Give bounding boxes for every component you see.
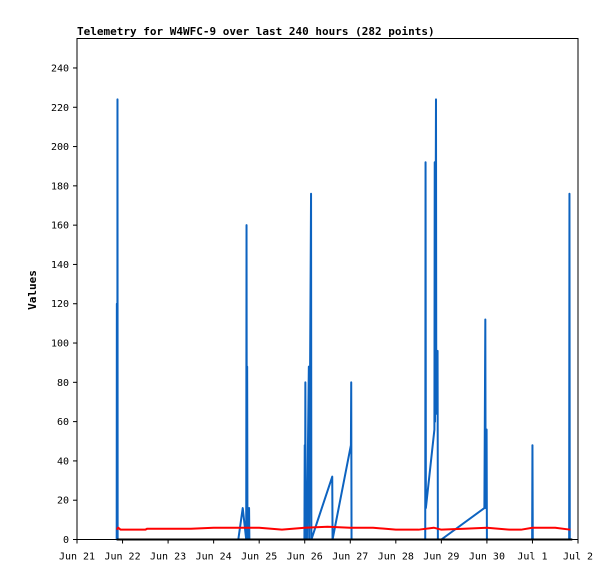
x-tick-label: Jun 22 <box>104 552 140 563</box>
y-tick-label: 40 <box>57 456 69 467</box>
x-axis: Jun 21 Jun 22 Jun 23 Jun 24 Jun 25 Jun 26 Jun … <box>59 539 593 563</box>
x-tick-label: Jul 1 <box>517 552 547 563</box>
y-tick-label: 80 <box>57 378 69 389</box>
y-tick-label: 200 <box>51 142 69 153</box>
x-tick-label: Jun 27 <box>332 552 368 563</box>
plot-frame <box>76 38 579 540</box>
y-tick-label: 180 <box>51 181 69 192</box>
x-tick-label: Jun 21 <box>59 552 95 563</box>
y-tick-label: 160 <box>51 221 69 232</box>
x-tick-label: Jun 26 <box>287 552 323 563</box>
y-tick-label: 240 <box>51 63 69 74</box>
y-tick-label: 220 <box>51 103 69 114</box>
x-tick-label: Jun 28 <box>378 552 414 563</box>
x-tick-label: Jun 24 <box>196 552 232 563</box>
x-tick-label: Jun 25 <box>241 552 277 563</box>
y-tick-label: 120 <box>51 299 69 310</box>
y-tick-label: 140 <box>51 260 69 271</box>
series-line-red <box>116 525 571 531</box>
series-line-blue <box>115 98 571 541</box>
y-axis-label: Values <box>26 270 39 310</box>
y-tick-label: 100 <box>51 339 69 350</box>
x-tick-label: Jun 29 <box>423 552 459 563</box>
x-tick-label: Jul 2 <box>563 552 593 563</box>
x-tick-label: Jun 30 <box>469 552 505 563</box>
y-tick-label: 0 <box>63 535 69 546</box>
y-axis: 0 20 40 60 80 100 120 140 160 180 200 220 240 <box>51 63 77 546</box>
y-tick-label: 20 <box>57 496 69 507</box>
series-layer <box>115 98 573 541</box>
chart-title: Telemetry for W4WFC-9 over last 240 hour… <box>77 25 435 38</box>
y-tick-label: 60 <box>57 417 69 428</box>
x-tick-label: Jun 23 <box>150 552 186 563</box>
